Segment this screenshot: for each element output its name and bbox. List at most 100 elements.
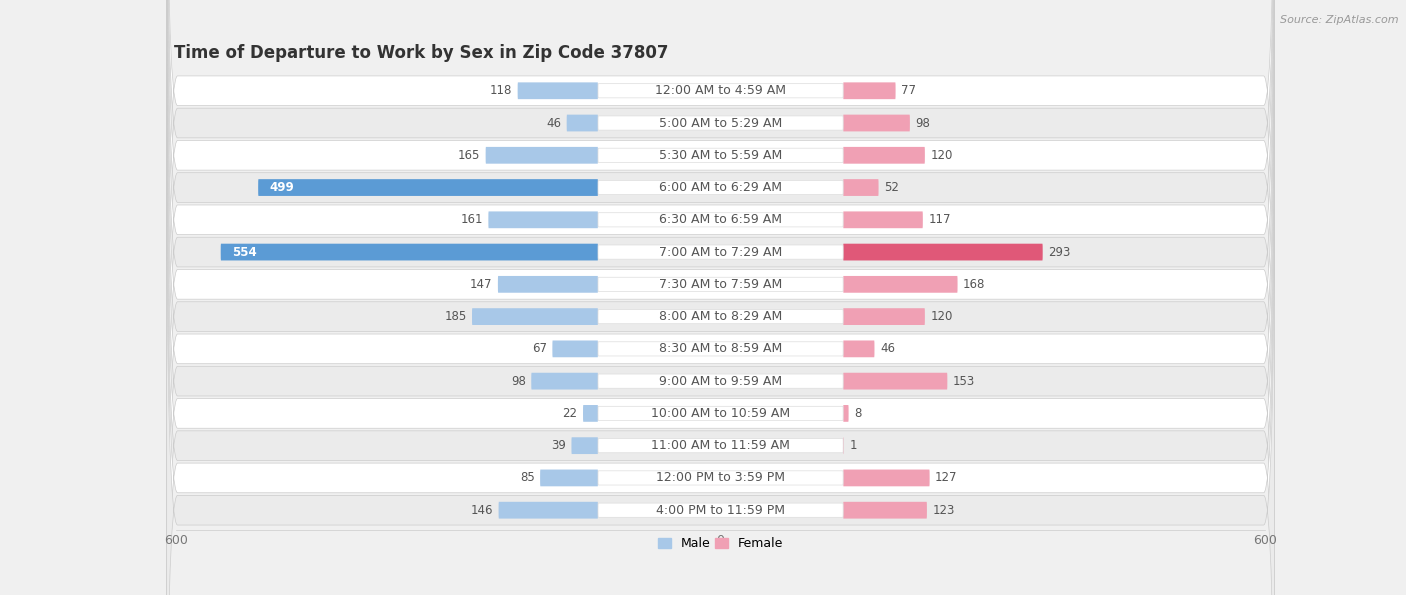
FancyBboxPatch shape xyxy=(167,0,1274,496)
Text: 6:30 AM to 6:59 AM: 6:30 AM to 6:59 AM xyxy=(659,214,782,226)
FancyBboxPatch shape xyxy=(844,115,910,131)
Text: 8:30 AM to 8:59 AM: 8:30 AM to 8:59 AM xyxy=(659,342,782,355)
FancyBboxPatch shape xyxy=(472,308,598,325)
FancyBboxPatch shape xyxy=(598,406,844,421)
FancyBboxPatch shape xyxy=(531,372,598,390)
FancyBboxPatch shape xyxy=(167,0,1274,463)
Text: 98: 98 xyxy=(510,375,526,387)
FancyBboxPatch shape xyxy=(517,82,598,99)
FancyBboxPatch shape xyxy=(221,244,598,261)
Text: 293: 293 xyxy=(1047,246,1070,259)
Text: 85: 85 xyxy=(520,471,534,484)
FancyBboxPatch shape xyxy=(167,0,1274,595)
FancyBboxPatch shape xyxy=(488,211,598,228)
FancyBboxPatch shape xyxy=(167,0,1274,560)
FancyBboxPatch shape xyxy=(844,340,875,357)
FancyBboxPatch shape xyxy=(598,148,844,162)
FancyBboxPatch shape xyxy=(598,503,844,517)
Text: 52: 52 xyxy=(884,181,898,194)
FancyBboxPatch shape xyxy=(598,309,844,324)
FancyBboxPatch shape xyxy=(571,437,598,454)
FancyBboxPatch shape xyxy=(167,73,1274,595)
Text: 153: 153 xyxy=(953,375,974,387)
FancyBboxPatch shape xyxy=(259,179,598,196)
FancyBboxPatch shape xyxy=(598,116,844,130)
FancyBboxPatch shape xyxy=(167,0,1274,528)
Text: 127: 127 xyxy=(935,471,957,484)
FancyBboxPatch shape xyxy=(844,308,925,325)
FancyBboxPatch shape xyxy=(499,502,598,519)
FancyBboxPatch shape xyxy=(167,138,1274,595)
Text: 1: 1 xyxy=(849,439,856,452)
FancyBboxPatch shape xyxy=(598,439,844,453)
FancyBboxPatch shape xyxy=(167,9,1274,595)
FancyBboxPatch shape xyxy=(844,502,927,519)
FancyBboxPatch shape xyxy=(567,115,598,131)
FancyBboxPatch shape xyxy=(844,372,948,390)
FancyBboxPatch shape xyxy=(167,0,1274,595)
Text: 120: 120 xyxy=(931,310,953,323)
FancyBboxPatch shape xyxy=(498,276,598,293)
FancyBboxPatch shape xyxy=(553,340,598,357)
FancyBboxPatch shape xyxy=(598,213,844,227)
Text: 22: 22 xyxy=(562,407,578,420)
Text: 7:30 AM to 7:59 AM: 7:30 AM to 7:59 AM xyxy=(659,278,782,291)
Text: 67: 67 xyxy=(531,342,547,355)
Text: 161: 161 xyxy=(460,214,482,226)
Text: 147: 147 xyxy=(470,278,492,291)
FancyBboxPatch shape xyxy=(167,105,1274,595)
FancyBboxPatch shape xyxy=(844,82,896,99)
FancyBboxPatch shape xyxy=(583,405,598,422)
Text: 46: 46 xyxy=(880,342,896,355)
FancyBboxPatch shape xyxy=(844,405,849,422)
Text: 5:00 AM to 5:29 AM: 5:00 AM to 5:29 AM xyxy=(659,117,782,130)
Text: 6:00 AM to 6:29 AM: 6:00 AM to 6:29 AM xyxy=(659,181,782,194)
Text: 123: 123 xyxy=(932,504,955,516)
FancyBboxPatch shape xyxy=(598,374,844,388)
Text: 98: 98 xyxy=(915,117,931,130)
FancyBboxPatch shape xyxy=(844,469,929,486)
FancyBboxPatch shape xyxy=(167,0,1274,595)
FancyBboxPatch shape xyxy=(598,180,844,195)
Text: 554: 554 xyxy=(232,246,256,259)
FancyBboxPatch shape xyxy=(167,0,1274,595)
FancyBboxPatch shape xyxy=(598,245,844,259)
Text: 120: 120 xyxy=(931,149,953,162)
Text: 4:00 PM to 11:59 PM: 4:00 PM to 11:59 PM xyxy=(657,504,785,516)
FancyBboxPatch shape xyxy=(598,342,844,356)
Text: 118: 118 xyxy=(489,84,512,97)
Text: 168: 168 xyxy=(963,278,986,291)
Text: 12:00 PM to 3:59 PM: 12:00 PM to 3:59 PM xyxy=(657,471,785,484)
Text: Source: ZipAtlas.com: Source: ZipAtlas.com xyxy=(1281,15,1399,25)
FancyBboxPatch shape xyxy=(844,244,1043,261)
Text: 8: 8 xyxy=(853,407,862,420)
Text: 185: 185 xyxy=(444,310,467,323)
Text: 146: 146 xyxy=(471,504,494,516)
Text: 8:00 AM to 8:29 AM: 8:00 AM to 8:29 AM xyxy=(659,310,782,323)
FancyBboxPatch shape xyxy=(598,84,844,98)
FancyBboxPatch shape xyxy=(167,41,1274,595)
Text: 499: 499 xyxy=(269,181,294,194)
FancyBboxPatch shape xyxy=(844,147,925,164)
Text: 77: 77 xyxy=(901,84,917,97)
Text: 46: 46 xyxy=(546,117,561,130)
FancyBboxPatch shape xyxy=(167,0,1274,592)
FancyBboxPatch shape xyxy=(598,471,844,485)
Text: 11:00 AM to 11:59 AM: 11:00 AM to 11:59 AM xyxy=(651,439,790,452)
FancyBboxPatch shape xyxy=(598,277,844,292)
FancyBboxPatch shape xyxy=(844,179,879,196)
Text: 9:00 AM to 9:59 AM: 9:00 AM to 9:59 AM xyxy=(659,375,782,387)
Text: 5:30 AM to 5:59 AM: 5:30 AM to 5:59 AM xyxy=(659,149,782,162)
Text: Time of Departure to Work by Sex in Zip Code 37807: Time of Departure to Work by Sex in Zip … xyxy=(173,43,668,61)
FancyBboxPatch shape xyxy=(540,469,598,486)
Text: 7:00 AM to 7:29 AM: 7:00 AM to 7:29 AM xyxy=(659,246,782,259)
Text: 10:00 AM to 10:59 AM: 10:00 AM to 10:59 AM xyxy=(651,407,790,420)
Text: 39: 39 xyxy=(551,439,567,452)
FancyBboxPatch shape xyxy=(485,147,598,164)
Text: 117: 117 xyxy=(928,214,950,226)
Text: 12:00 AM to 4:59 AM: 12:00 AM to 4:59 AM xyxy=(655,84,786,97)
Text: 165: 165 xyxy=(458,149,481,162)
Legend: Male, Female: Male, Female xyxy=(652,533,789,555)
FancyBboxPatch shape xyxy=(844,211,922,228)
FancyBboxPatch shape xyxy=(844,276,957,293)
